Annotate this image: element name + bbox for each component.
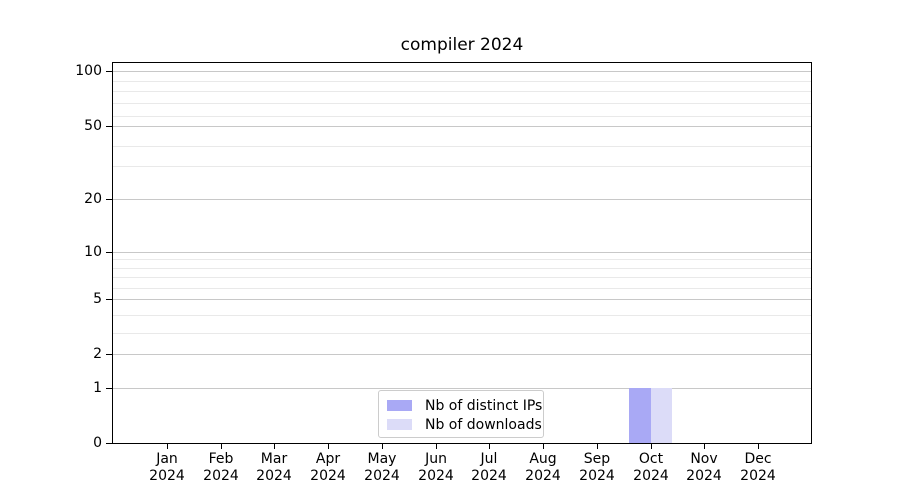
x-tick-label-oct-2024: Oct 2024 xyxy=(633,451,669,484)
y-tick-mark-10 xyxy=(106,252,113,253)
x-tick-mark-oct-2024 xyxy=(651,444,652,449)
legend-swatch-downloads xyxy=(387,419,412,430)
x-tick-mark-aug-2024 xyxy=(543,444,544,449)
chart-title: compiler 2024 xyxy=(400,35,524,55)
legend-swatch-distinct-ips xyxy=(387,400,412,411)
y-tick-label-20: 20 xyxy=(84,191,102,207)
x-tick-label-feb-2024: Feb 2024 xyxy=(203,451,239,484)
x-tick-label-jun-2024: Jun 2024 xyxy=(418,451,454,484)
x-tick-mark-mar-2024 xyxy=(274,444,275,449)
x-tick-label-nov-2024: Nov 2024 xyxy=(686,451,722,484)
y-tick-mark-20 xyxy=(106,199,113,200)
gridline-minor-y-30 xyxy=(113,166,811,167)
gridline-minor-y-9 xyxy=(113,259,811,260)
gridline-minor-y-80 xyxy=(113,91,811,92)
x-tick-mark-feb-2024 xyxy=(221,444,222,449)
legend: Nb of distinct IPs Nb of downloads xyxy=(378,390,544,438)
gridline-major-y-2 xyxy=(113,354,811,355)
gridline-minor-y-7 xyxy=(113,277,811,278)
x-tick-label-apr-2024: Apr 2024 xyxy=(310,451,346,484)
y-tick-label-100: 100 xyxy=(75,63,102,79)
gridline-minor-y-60 xyxy=(113,116,811,117)
bar-downloads-oct-2024 xyxy=(650,388,673,443)
legend-label-distinct-ips: Nb of distinct IPs xyxy=(425,397,543,414)
x-tick-mark-apr-2024 xyxy=(328,444,329,449)
x-tick-mark-sep-2024 xyxy=(597,444,598,449)
x-tick-label-jan-2024: Jan 2024 xyxy=(149,451,185,484)
gridline-major-y-1 xyxy=(113,388,811,389)
gridline-major-y-10 xyxy=(113,252,811,253)
plot-area: Nb of distinct IPs Nb of downloads xyxy=(112,62,812,444)
y-tick-mark-100 xyxy=(106,71,113,72)
x-tick-label-may-2024: May 2024 xyxy=(364,451,400,484)
y-tick-label-2: 2 xyxy=(93,346,102,362)
gridline-minor-y-4 xyxy=(113,315,811,316)
x-tick-label-jul-2024: Jul 2024 xyxy=(471,451,507,484)
y-tick-mark-0 xyxy=(106,443,113,444)
gridline-major-y-20 xyxy=(113,199,811,200)
x-tick-mark-jun-2024 xyxy=(436,444,437,449)
x-tick-mark-jan-2024 xyxy=(167,444,168,449)
x-tick-mark-dec-2024 xyxy=(758,444,759,449)
legend-entry-distinct-ips: Nb of distinct IPs xyxy=(387,396,543,415)
gridline-minor-y-3 xyxy=(113,333,811,334)
y-tick-mark-1 xyxy=(106,388,113,389)
y-tick-label-0: 0 xyxy=(93,435,102,451)
gridline-minor-y-6 xyxy=(113,288,811,289)
x-tick-mark-jul-2024 xyxy=(489,444,490,449)
y-tick-label-10: 10 xyxy=(84,244,102,260)
y-tick-mark-5 xyxy=(106,299,113,300)
y-tick-mark-2 xyxy=(106,354,113,355)
gridline-major-y-5 xyxy=(113,299,811,300)
x-tick-mark-nov-2024 xyxy=(704,444,705,449)
legend-label-downloads: Nb of downloads xyxy=(425,416,542,433)
gridline-major-y-50 xyxy=(113,126,811,127)
x-tick-label-mar-2024: Mar 2024 xyxy=(256,451,292,484)
y-tick-label-1: 1 xyxy=(93,380,102,396)
bar-distinct-ips-oct-2024 xyxy=(629,388,651,443)
gridline-minor-y-8 xyxy=(113,268,811,269)
y-tick-label-50: 50 xyxy=(84,118,102,134)
y-tick-mark-50 xyxy=(106,126,113,127)
x-tick-label-aug-2024: Aug 2024 xyxy=(525,451,561,484)
x-tick-label-dec-2024: Dec 2024 xyxy=(740,451,776,484)
gridline-major-y-100 xyxy=(113,71,811,72)
legend-entry-downloads: Nb of downloads xyxy=(387,415,543,434)
x-tick-mark-may-2024 xyxy=(382,444,383,449)
gridline-minor-y-70 xyxy=(113,103,811,104)
y-tick-label-5: 5 xyxy=(93,291,102,307)
gridline-minor-y-90 xyxy=(113,81,811,82)
x-tick-label-sep-2024: Sep 2024 xyxy=(579,451,615,484)
gridline-minor-y-40 xyxy=(113,146,811,147)
